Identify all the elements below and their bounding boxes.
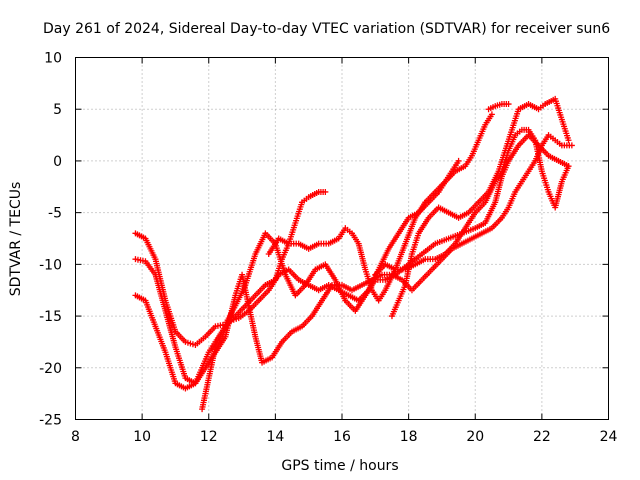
x-tick-label: 24 — [600, 429, 618, 445]
y-tick-label: 0 — [53, 154, 62, 170]
x-tick-labels: 8 10 12 14 16 18 20 22 24 — [71, 429, 617, 445]
y-tick-label: 10 — [44, 51, 62, 67]
x-tick-label: 8 — [71, 429, 80, 445]
data-point — [455, 157, 462, 164]
chart-title: Day 261 of 2024, Sidereal Day-to-day VTE… — [43, 21, 610, 37]
data-points — [132, 95, 575, 413]
data-point — [565, 137, 572, 144]
data-point — [488, 111, 495, 118]
x-tick-label: 14 — [266, 429, 284, 445]
y-axis-label: SDTVAR / TECUs — [8, 182, 24, 297]
data-point — [322, 188, 329, 195]
y-tick-label: -5 — [48, 206, 62, 222]
x-tick-label: 18 — [400, 429, 418, 445]
axis-ticks — [75, 57, 609, 420]
y-tick-labels: -25 -20 -15 -10 -5 0 5 10 — [39, 51, 62, 429]
x-axis-label: GPS time / hours — [281, 458, 398, 474]
grid — [75, 57, 609, 420]
data-point — [505, 101, 512, 108]
data-point — [565, 163, 572, 170]
y-tick-label: -25 — [39, 413, 62, 429]
y-tick-label: -15 — [39, 309, 62, 325]
y-tick-label: 5 — [53, 102, 62, 118]
x-tick-label: 10 — [133, 429, 151, 445]
data-point — [568, 142, 575, 149]
x-tick-label: 22 — [533, 429, 551, 445]
x-tick-label: 16 — [333, 429, 351, 445]
x-tick-label: 20 — [466, 429, 484, 445]
x-tick-label: 12 — [200, 429, 218, 445]
y-tick-label: -20 — [39, 361, 62, 377]
y-tick-label: -10 — [39, 257, 62, 273]
